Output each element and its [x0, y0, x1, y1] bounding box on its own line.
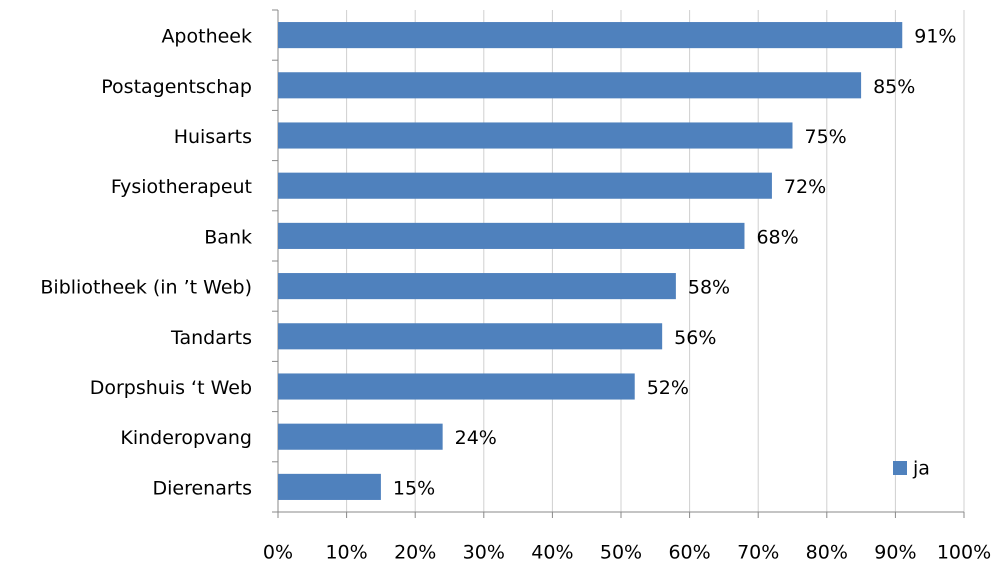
- y-tick-label: Bibliotheek (in ’t Web): [40, 277, 252, 299]
- bar: [278, 273, 676, 300]
- y-tick-label: Huisarts: [174, 126, 252, 148]
- bar: [278, 122, 793, 149]
- y-tick-label: Apotheek: [161, 26, 252, 48]
- bar: [278, 172, 772, 199]
- bar: [278, 72, 862, 99]
- y-tick-label: Dierenarts: [152, 477, 252, 499]
- x-tick-label: 40%: [531, 542, 573, 564]
- data-label: 85%: [873, 76, 915, 98]
- x-tick-label: 30%: [463, 542, 505, 564]
- legend-swatch: [893, 461, 907, 475]
- y-tick-label: Bank: [204, 226, 252, 248]
- y-tick-label: Tandarts: [170, 327, 252, 349]
- bar: [278, 222, 745, 249]
- bar: [278, 323, 663, 350]
- y-tick-label: Fysiotherapeut: [111, 176, 252, 198]
- x-tick-label: 80%: [806, 542, 848, 564]
- x-tick-label: 10%: [325, 542, 367, 564]
- x-tick-label: 50%: [600, 542, 642, 564]
- y-tick-label: Kinderopvang: [120, 427, 252, 449]
- x-tick-label: 60%: [668, 542, 710, 564]
- x-tick-label: 70%: [737, 542, 779, 564]
- data-label: 56%: [674, 327, 716, 349]
- data-label: 58%: [688, 277, 730, 299]
- data-label: 24%: [455, 427, 497, 449]
- legend-label: ja: [912, 458, 930, 480]
- bar: [278, 373, 635, 400]
- bar: [278, 423, 443, 450]
- x-tick-label: 0%: [263, 542, 293, 564]
- data-label: 72%: [784, 176, 826, 198]
- data-label: 75%: [805, 126, 847, 148]
- x-tick-label: 20%: [394, 542, 436, 564]
- x-tick-label: 90%: [874, 542, 916, 564]
- data-label: 68%: [756, 226, 798, 248]
- data-label: 91%: [914, 26, 956, 48]
- bar: [278, 22, 903, 49]
- data-label: 52%: [647, 377, 689, 399]
- bar: [278, 473, 381, 500]
- data-label: 15%: [393, 477, 435, 499]
- y-tick-label: Dorpshuis ‘t Web: [90, 377, 252, 399]
- y-tick-label: Postagentschap: [101, 76, 252, 98]
- x-tick-label: 100%: [937, 542, 991, 564]
